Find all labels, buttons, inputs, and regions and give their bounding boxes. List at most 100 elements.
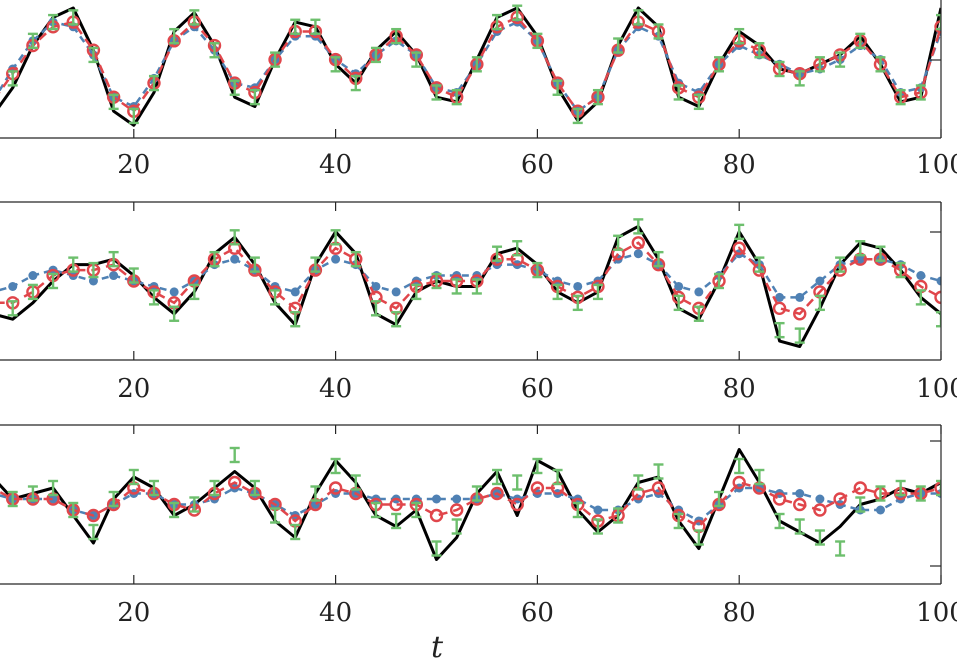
series-3-errorbar-30: [532, 32, 543, 50]
series-3-errorbar-23: [391, 27, 402, 45]
series-2-point-50: [934, 20, 941, 34]
series-3-errorbar-37: [673, 294, 684, 312]
series-1-point-33: [593, 505, 603, 515]
series-3-errorbar-8: [88, 46, 99, 64]
series-3-errorbar-46: [855, 496, 866, 513]
series-2-point-46: [853, 481, 867, 495]
series-2-point-30: [530, 481, 545, 495]
series-3-errorbar-46: [855, 32, 866, 50]
series-1-point-8: [88, 276, 98, 286]
panel-2: 20 40 60 80 100: [0, 201, 957, 404]
series-2-point-29: [510, 497, 524, 512]
x-tick-label-40: 40: [319, 598, 352, 628]
series-3-errorbar-43: [794, 70, 805, 87]
x-tick-label-60: 60: [521, 374, 554, 404]
series-3-errorbar-4: [7, 70, 18, 87]
series-3-errorbar-21: [350, 250, 361, 268]
panel-2-series: [0, 218, 941, 348]
series-2-point-50: [934, 290, 941, 305]
series-3-errorbar-16: [249, 479, 260, 497]
series-1-point-37: [674, 281, 684, 291]
series-3-errorbar-13: [189, 496, 200, 513]
series-3-errorbar-9: [108, 93, 119, 111]
series-3-errorbar-40: [734, 27, 745, 45]
series-3-errorbar-9: [108, 490, 119, 508]
series-3-errorbar-11: [148, 289, 159, 306]
series-3-errorbar-14: [209, 250, 220, 268]
series-1-point-38: [694, 287, 704, 297]
series-2-point-40: [732, 475, 746, 490]
series-3-errorbar-28: [492, 13, 503, 31]
series-clip-group: [0, 446, 941, 561]
x-tick-label-20: 20: [117, 598, 150, 628]
series-1-point-32: [573, 281, 583, 291]
series-3-errorbar-7: [68, 9, 79, 26]
series-3-errorbar-38: [693, 93, 704, 111]
series-3-errorbar-20: [330, 457, 341, 475]
series-3-errorbar-21: [350, 74, 361, 92]
series-1-point-25: [432, 494, 441, 504]
series-2-point-43: [793, 307, 807, 321]
series-3-errorbar-16: [249, 256, 260, 273]
series-1-point-26: [452, 494, 462, 504]
panel-3: 20 40 60 80 100: [0, 424, 957, 628]
series-3-errorbar-21: [350, 474, 361, 491]
series-1-point-43: [795, 489, 805, 498]
series-3-errorbar-25: [431, 84, 442, 101]
series-1-point-23: [391, 287, 401, 297]
series-3-errorbar-27: [471, 485, 482, 502]
x-tick-label-80: 80: [723, 150, 756, 180]
series-3-errorbar-35: [633, 9, 644, 26]
x-tick-label-80: 80: [723, 598, 756, 628]
series-1-point-44: [815, 276, 825, 286]
series-clip-group: [0, 4, 941, 127]
series-3-errorbar-6: [48, 272, 59, 290]
series-2-dashed-line: [0, 241, 941, 316]
series-3-errorbar-22: [370, 46, 381, 64]
series-3-errorbar-35: [633, 218, 644, 235]
panel-3-axes: [0, 424, 942, 585]
series-3-errorbar-36: [653, 23, 664, 40]
series-3-errorbar-11: [148, 479, 159, 497]
series-2-point-15: [227, 475, 242, 490]
x-tick-label-100: 100: [916, 374, 957, 404]
series-2-point-44: [813, 503, 827, 517]
series-3-errorbar-6: [48, 13, 59, 31]
series-3-errorbar-48: [895, 261, 906, 279]
series-2-point-26: [449, 503, 464, 517]
series-3-errorbar-47: [875, 485, 886, 502]
series-2-point-23: [389, 497, 403, 512]
x-tick-label-40: 40: [319, 150, 352, 180]
x-tick-label-80: 80: [723, 374, 756, 404]
series-3-errorbar-28: [492, 468, 503, 486]
series-3-errorbar-41: [754, 468, 765, 486]
series-3-errorbar-48: [895, 88, 906, 106]
series-3-errorbar-32: [572, 107, 583, 125]
series-3-errorbar-41: [754, 256, 765, 273]
series-3-errorbar-15: [229, 229, 240, 246]
series-3-errorbar-39: [714, 490, 725, 508]
series-3-errorbar-7: [68, 256, 79, 273]
panel-1: 20 40 60 80 100: [0, 0, 957, 180]
series-3-errorbar-29: [512, 240, 523, 257]
series-3-errorbar-44: [814, 294, 825, 312]
series-3-errorbar-45: [835, 51, 846, 68]
series-2-point-43: [793, 497, 807, 512]
x-axis-title: t: [431, 630, 444, 664]
series-3-errorbar-34: [613, 507, 624, 524]
series-2-point-35: [631, 236, 645, 250]
series-3-errorbar-4: [7, 490, 18, 508]
series-3-errorbar-18: [290, 311, 301, 328]
series-2-point-8: [86, 508, 101, 523]
series-3-errorbar-5: [27, 485, 38, 502]
x-tick-label-100: 100: [916, 150, 957, 180]
series-1-point-22: [371, 281, 381, 291]
series-3-errorbar-15: [229, 79, 240, 96]
series-3-errorbar-12: [169, 501, 180, 519]
series-1-point-42: [775, 292, 785, 302]
series-3-errorbar-40: [734, 223, 745, 241]
panel-1-series: [0, 4, 941, 127]
series-3-errorbar-44: [814, 529, 825, 546]
series-3-errorbar-25: [431, 540, 442, 557]
series-3-errorbar-32: [572, 294, 583, 312]
